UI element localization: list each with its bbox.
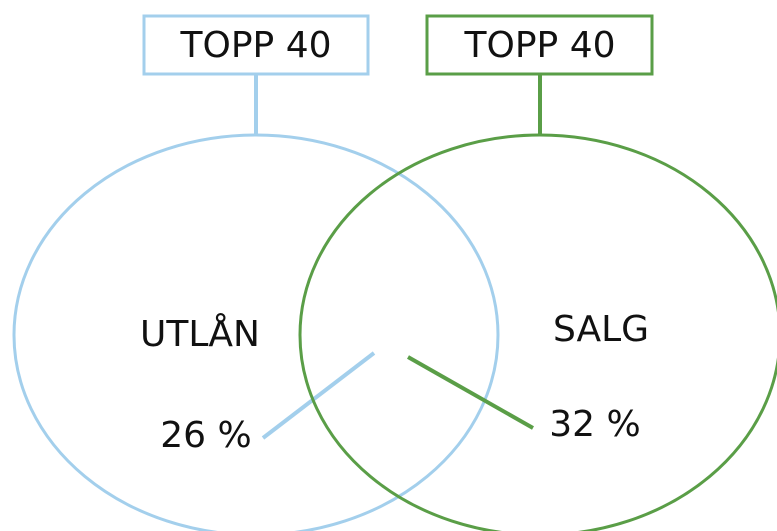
box-label: TOPP 40 xyxy=(464,25,616,66)
set-label: SALG xyxy=(553,309,649,350)
box-label: TOPP 40 xyxy=(180,25,332,66)
leader-right xyxy=(407,355,534,430)
share-label: 26 % xyxy=(160,415,251,456)
set-label: UTLÅN xyxy=(140,312,260,355)
set-ellipse-right xyxy=(298,133,777,531)
leader-left xyxy=(261,351,376,440)
share-label: 32 % xyxy=(549,404,640,445)
